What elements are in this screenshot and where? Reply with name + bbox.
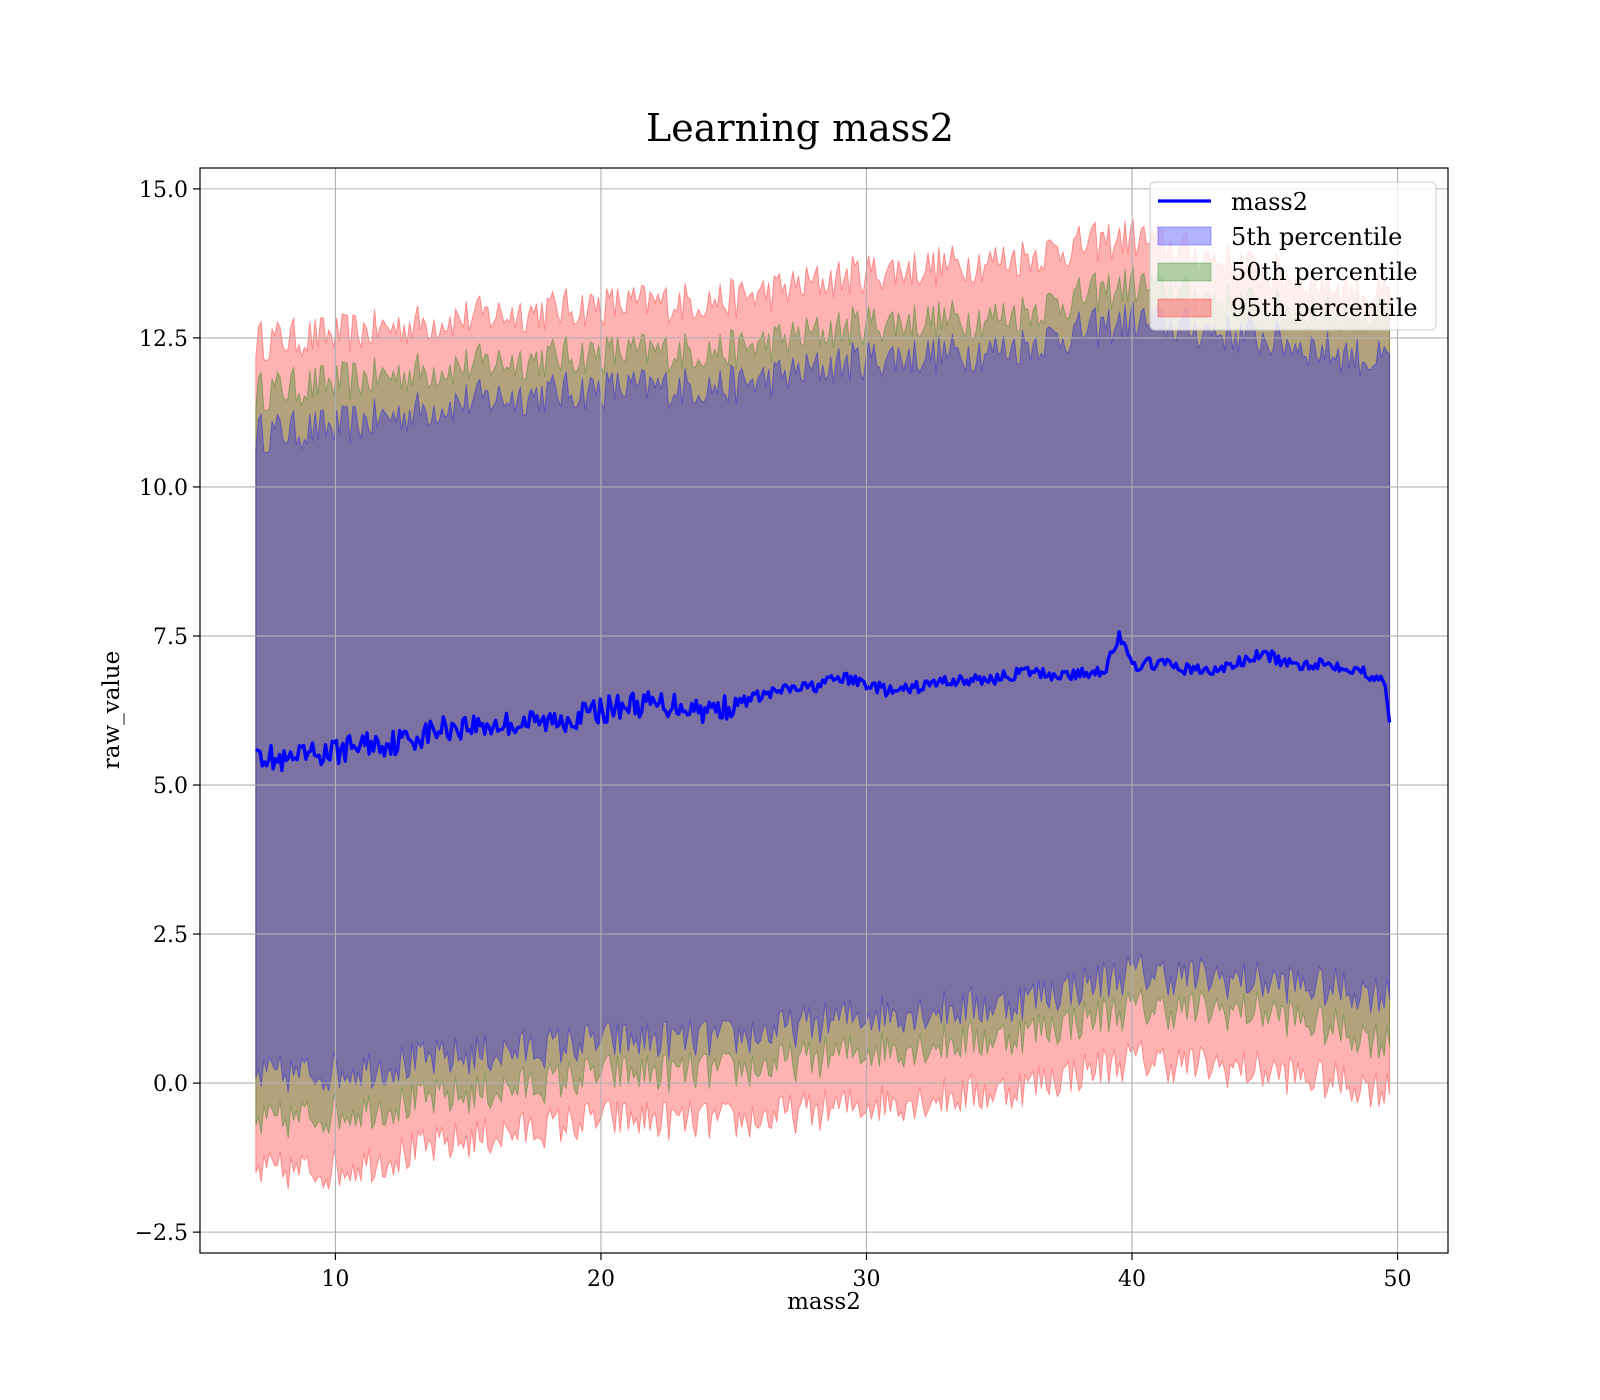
y-tick-label: 10.0 — [139, 476, 188, 501]
x-axis-ticks: 10 20 30 40 50 — [321, 1253, 1412, 1292]
y-tick-label: 2.5 — [153, 923, 188, 948]
legend-label-mass2: mass2 — [1231, 188, 1308, 216]
percentile-bands — [255, 218, 1391, 1190]
legend-swatch-5th — [1157, 226, 1212, 246]
x-tick-label: 40 — [1118, 1267, 1146, 1292]
band-50th-percentile — [255, 266, 1391, 1138]
legend-label-95th: 95th percentile — [1231, 294, 1418, 322]
legend: mass2 5th percentile 50th percentile 95t… — [1149, 181, 1437, 331]
series-line-mass2 — [254, 630, 1392, 772]
y-axis-ticks: −2.5 0.0 2.5 5.0 7.5 10.0 12.5 15.0 — [135, 178, 200, 1246]
grid-lines — [200, 168, 1448, 1253]
x-axis-label: mass2 — [787, 1289, 861, 1315]
band-5th-percentile — [255, 302, 1391, 1093]
legend-label-50th: 50th percentile — [1231, 258, 1418, 286]
y-axis-label: raw_value — [99, 651, 125, 769]
x-tick-label: 30 — [852, 1267, 880, 1292]
band-95th-percentile — [255, 218, 1391, 1190]
y-tick-label: 5.0 — [153, 774, 188, 799]
y-tick-label: 15.0 — [139, 178, 188, 203]
chart-title: Learning mass2 — [646, 106, 954, 150]
legend-label-5th: 5th percentile — [1231, 223, 1402, 251]
y-tick-label: −2.5 — [135, 1221, 188, 1246]
y-tick-label: 12.5 — [139, 327, 188, 352]
x-tick-label: 20 — [587, 1267, 615, 1292]
legend-box — [1149, 181, 1437, 331]
legend-swatch-95th — [1157, 298, 1212, 318]
y-tick-label: 0.0 — [153, 1072, 188, 1097]
y-tick-label: 7.5 — [153, 625, 188, 650]
x-tick-label: 10 — [321, 1267, 349, 1292]
plot-frame — [199, 167, 1449, 1254]
mean-line-layer — [254, 630, 1392, 772]
x-tick-label: 50 — [1384, 1267, 1412, 1292]
legend-swatch-50th — [1157, 262, 1212, 282]
